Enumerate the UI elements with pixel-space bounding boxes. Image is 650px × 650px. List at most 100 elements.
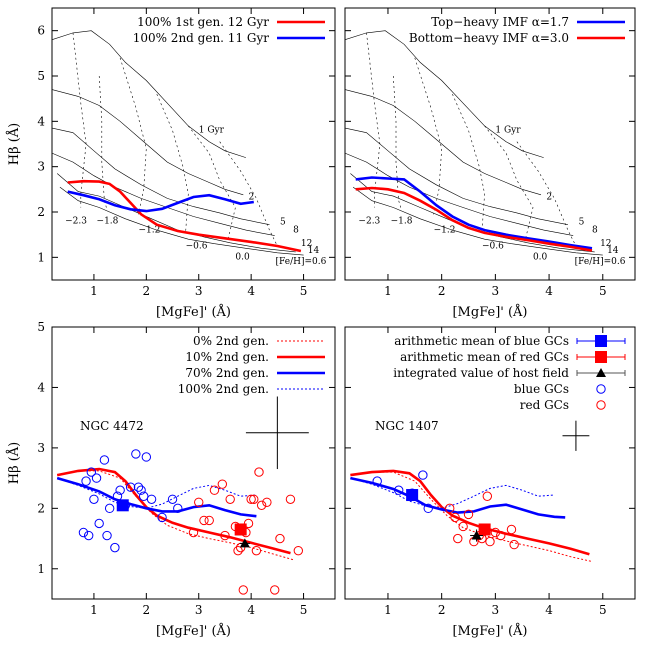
top-right-age-label: 12	[600, 239, 611, 249]
bottom-left-x-tick-label: 4	[247, 603, 255, 617]
bottom-left-y-axis-label: Hβ (Å)	[6, 442, 22, 485]
bottom-right-x-tick-label: 4	[545, 603, 553, 617]
top-left-x-tick-label: 3	[195, 284, 203, 298]
top-right-age-label: 1 Gyr	[495, 126, 521, 136]
top-left-age-grid-line-0	[51, 30, 246, 158]
top-left-age-label: 1 Gyr	[199, 126, 225, 136]
bottom-left-legend-label: 10% 2nd gen.	[185, 350, 269, 364]
top-left-x-tick-label: 1	[90, 284, 98, 298]
top-left-age-label: 5	[280, 218, 286, 228]
bottom-left-red-gc-point	[270, 585, 280, 595]
bottom-left-y-tick-label: 4	[37, 380, 45, 394]
bottom-left-blue-gc-point	[86, 467, 97, 477]
bottom-left-galaxy-label: NGC 4472	[80, 419, 144, 433]
top-left-metallicity-label: −1.2	[138, 225, 160, 235]
bottom-left-blue-gc-point	[146, 494, 157, 504]
top-right-age-label: 5	[579, 218, 585, 228]
top-right-metallicity-grid-line-0	[366, 32, 381, 208]
bottom-left-red-gc-point	[209, 485, 220, 495]
bottom-left-red-gc-point	[256, 500, 267, 511]
top-right-legend-label: Top−heavy IMF α=1.7	[431, 15, 569, 29]
bottom-left-blue-gc-point	[104, 503, 115, 514]
bottom-right-x-tick-label: 1	[384, 603, 392, 617]
bottom-left-blue-gc-point	[89, 494, 99, 504]
bottom-left-x-axis-label: [MgFe]' (Å)	[156, 623, 231, 639]
bottom-left-y-tick-label: 5	[37, 320, 45, 334]
bottom-right-legend-marker	[596, 400, 606, 410]
bottom-left-red-gc-point	[285, 494, 296, 504]
top-right-series-line-0	[355, 176, 593, 250]
bottom-left-red-gc-point	[238, 585, 248, 595]
bottom-left-model-line-3	[57, 477, 257, 509]
top-right-x-tick-label: 1	[384, 284, 392, 298]
bottom-left-y-tick-label: 3	[37, 441, 45, 455]
bottom-left-blue-gc-point	[167, 494, 178, 504]
bottom-right-model-line-1	[350, 469, 590, 556]
bottom-left-red-gc-point	[225, 494, 235, 504]
top-left-metallicity-grid-line-4	[188, 125, 236, 242]
bottom-right-red-gc-point	[496, 530, 506, 541]
top-left-y-tick-label: 5	[37, 69, 45, 83]
bottom-right-model-line-2	[350, 476, 566, 519]
top-left-age-label: 14	[308, 246, 320, 256]
bottom-left-y-tick-label: 2	[37, 501, 45, 515]
top-left-plot-frame	[51, 7, 336, 281]
top-right-age-grid-line-1	[344, 89, 542, 196]
bottom-left-x-tick-label: 5	[300, 603, 308, 617]
bottom-right-red-gc-point	[485, 536, 495, 547]
bottom-left-blue-gc-point	[110, 542, 120, 553]
bottom-left-blue-gc-point	[91, 473, 102, 483]
bottom-left-y-tick-label: 1	[37, 562, 45, 576]
bottom-left-red-gc-point	[251, 545, 262, 556]
top-right-x-axis-label: [MgFe]' (Å)	[452, 304, 527, 320]
bottom-left-red-gc-point	[254, 467, 264, 477]
bottom-left-blue-gc-point	[157, 512, 167, 523]
bottom-right-red-gc-point	[453, 533, 463, 544]
bottom-right-red-gc-point	[445, 503, 455, 514]
top-left-age-grid-line-2	[51, 127, 270, 225]
top-left-age-label: 12	[301, 239, 312, 249]
bottom-left-red-gc-point	[220, 530, 230, 541]
bottom-left-red-gc-point	[246, 494, 256, 504]
bottom-right-blue-gc-point	[372, 476, 382, 486]
top-left-metallicity-grid-line-1	[98, 75, 108, 210]
bottom-left-blue-gc-point	[102, 530, 112, 541]
bottom-left-blue-mean-marker	[116, 499, 129, 512]
bottom-right-x-tick-label: 2	[438, 603, 446, 617]
top-left-age-grid-line-4	[57, 173, 296, 253]
top-left-age-grid-line-5	[59, 186, 304, 256]
bottom-right-legend-marker	[596, 368, 606, 377]
bottom-right-blue-mean-marker	[406, 489, 419, 502]
bottom-right-x-tick-label: 3	[492, 603, 500, 617]
top-right-x-tick-label: 4	[545, 284, 553, 298]
bottom-left-model-line-2	[56, 476, 257, 518]
top-left-series-line-0	[67, 179, 302, 253]
bottom-right-red-gc-point	[458, 521, 468, 532]
top-left-series-line-1	[67, 190, 254, 213]
bottom-left-legend-label: 70% 2nd gen.	[185, 366, 269, 380]
top-right-x-tick-label: 3	[492, 284, 500, 298]
top-left-age-label: 2	[249, 192, 255, 202]
bottom-left-red-gc-point	[262, 497, 272, 507]
top-right-age-grid-line-4	[350, 173, 595, 253]
bottom-left-x-tick-label: 3	[195, 603, 203, 617]
top-left-metallicity-label: [Fe/H]=0.6	[276, 257, 327, 267]
bottom-left-blue-gc-point	[131, 449, 141, 459]
top-left-y-tick-label: 1	[37, 250, 45, 264]
top-left-x-tick-label: 2	[143, 284, 151, 298]
top-left-x-tick-label: 4	[247, 284, 255, 298]
top-right-plot-frame	[344, 7, 636, 281]
bottom-left-blue-gc-point	[115, 485, 125, 495]
top-right-age-grid-line-5	[352, 186, 603, 256]
top-left-metallicity-label: 0.0	[235, 253, 250, 263]
bottom-right-legend-label: integrated value of host field	[393, 366, 569, 380]
top-right-metallicity-grid-line-1	[393, 75, 402, 210]
top-right-metallicity-grid-line-3	[452, 93, 485, 233]
bottom-right-legend-label: arithmetic mean of blue GCs	[394, 334, 569, 348]
bottom-left-legend-label: 100% 2nd gen.	[178, 382, 269, 396]
bottom-right-plot-frame	[344, 326, 636, 600]
bottom-left-red-gc-point	[243, 518, 254, 529]
top-left-legend-label: 100% 1st gen. 12 Gyr	[137, 15, 269, 29]
top-right-age-grid-line-0	[344, 30, 544, 158]
bottom-right-galaxy-label: NGC 1407	[375, 419, 439, 433]
